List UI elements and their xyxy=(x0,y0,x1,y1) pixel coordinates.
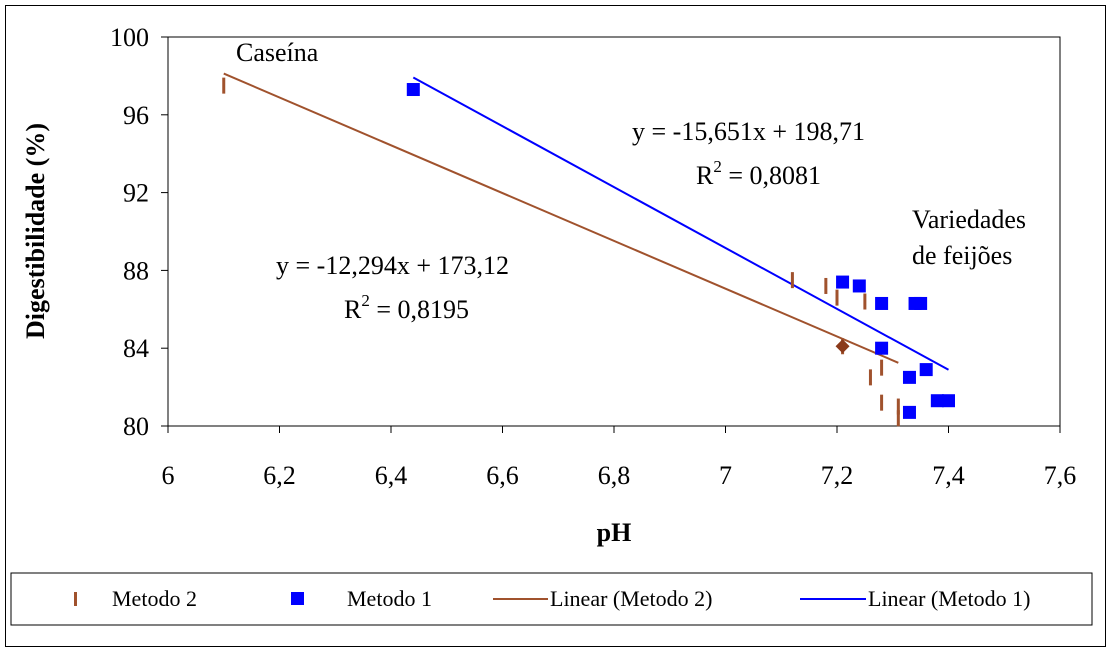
r2-value: = 0,8081 xyxy=(722,161,821,190)
point-metodo-1 xyxy=(914,296,928,310)
r2-prefix: R xyxy=(344,295,362,324)
chart-frame xyxy=(5,5,1106,647)
point-metodo-2 xyxy=(222,77,226,94)
annotation-caseina: Caseína xyxy=(236,38,319,67)
point-metodo-1 xyxy=(942,394,955,408)
r2-metodo-1: R2 = 0,8081 xyxy=(696,157,821,190)
point-metodo-2 xyxy=(880,394,884,411)
y-axis-title: Digestibilidade (%) xyxy=(21,123,50,339)
point-metodo-1 xyxy=(875,296,889,310)
point-metodo-1 xyxy=(852,279,866,293)
equation-metodo-1: y = -15,651x + 198,71 xyxy=(632,117,865,146)
equation-metodo-2: y = -12,294x + 173,12 xyxy=(276,251,509,280)
r2-superscript: 2 xyxy=(713,157,722,176)
point-metodo-2 xyxy=(868,369,872,386)
r2-superscript: 2 xyxy=(361,291,370,310)
x-tick-label: 6,8 xyxy=(598,461,631,490)
point-metodo-1 xyxy=(875,341,889,355)
trendline-metodo-1 xyxy=(412,76,949,371)
annotation-variedades: Variedades xyxy=(912,205,1026,234)
x-tick-label: 6,6 xyxy=(486,461,519,490)
x-tick-label: 7 xyxy=(719,461,732,490)
point-metodo-1 xyxy=(902,405,916,419)
x-tick-label: 6 xyxy=(162,461,175,490)
point-metodo-1 xyxy=(902,370,916,384)
r2-value: = 0,8195 xyxy=(370,295,469,324)
point-metodo-1 xyxy=(836,275,850,289)
y-tick-label: 92 xyxy=(123,179,149,208)
legend-marker-metodo-1 xyxy=(291,592,304,605)
x-tick-label: 7,4 xyxy=(932,461,965,490)
trendlines xyxy=(223,72,949,371)
x-tick-label: 6,2 xyxy=(263,461,296,490)
point-metodo-2 xyxy=(896,410,900,427)
legend-label-metodo-2: Metodo 2 xyxy=(112,586,197,611)
legend-label-linear-metodo-1: Linear (Metodo 1) xyxy=(868,586,1031,611)
axes: 6 6,2 6,4 6,6 6,8 7 7,2 7,4 7,6 80 84 88 92 96 100 xyxy=(110,23,1076,490)
point-metodo-2 xyxy=(824,277,828,294)
trendline-metodo-2 xyxy=(223,72,899,364)
x-tick-label: 6,4 xyxy=(375,461,408,490)
point-metodo-1 xyxy=(930,394,944,408)
r2-metodo-2: R2 = 0,8195 xyxy=(344,291,469,324)
annotation-feijoes: de feijões xyxy=(912,241,1012,270)
point-metodo-2 xyxy=(835,289,839,306)
legend-label-metodo-1: Metodo 1 xyxy=(347,586,432,611)
y-tick-label: 80 xyxy=(123,412,149,441)
legend: Metodo 2 Metodo 1 Linear (Metodo 2) Line… xyxy=(10,572,1093,626)
point-metodo-2 xyxy=(880,359,884,376)
point-metodo-2 xyxy=(790,272,794,289)
x-axis-title: pH xyxy=(597,518,632,547)
data-points xyxy=(222,77,955,427)
r2-prefix: R xyxy=(696,161,714,190)
point-metodo-2 xyxy=(863,293,867,310)
legend-label-linear-metodo-2: Linear (Metodo 2) xyxy=(550,586,713,611)
legend-marker-metodo-2 xyxy=(74,592,77,606)
point-metodo-2 xyxy=(896,398,900,415)
y-tick-label: 100 xyxy=(110,23,149,52)
y-tick-label: 96 xyxy=(123,101,149,130)
x-tick-label: 7,6 xyxy=(1044,461,1077,490)
point-metodo-1 xyxy=(919,363,933,377)
y-tick-label: 84 xyxy=(123,334,149,363)
x-tick-label: 7,2 xyxy=(821,461,854,490)
legend-box xyxy=(10,572,1093,626)
point-diamond xyxy=(835,339,850,354)
y-tick-label: 88 xyxy=(123,256,149,285)
point-metodo-1 xyxy=(406,83,420,97)
